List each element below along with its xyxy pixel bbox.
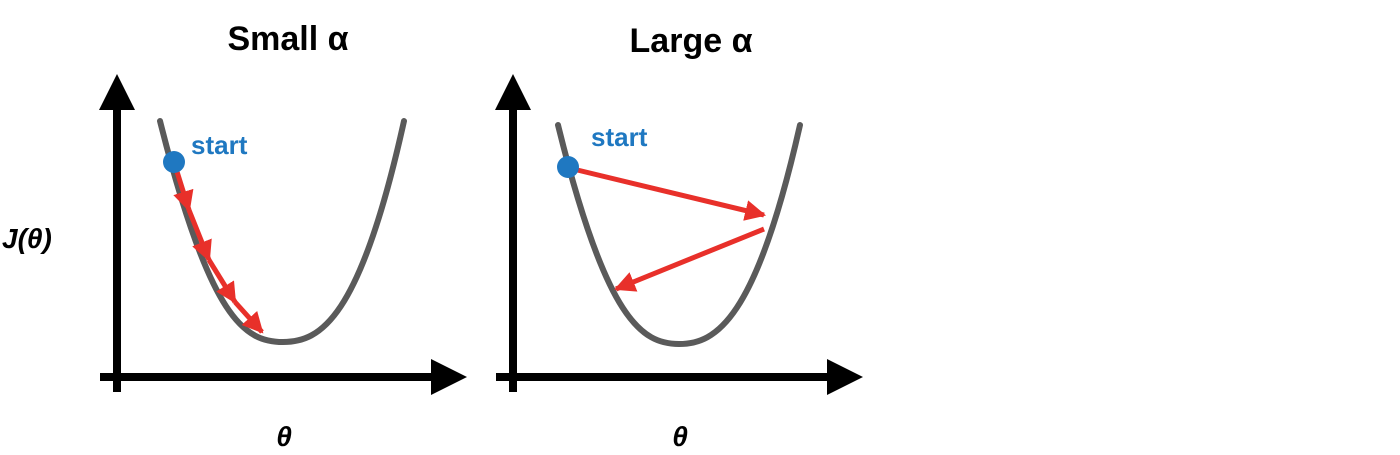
step-arrow	[568, 165, 767, 221]
x-axis-arrowhead	[827, 359, 863, 395]
y-axis-label: J(θ)	[2, 223, 52, 254]
small-steps	[171, 161, 264, 334]
y-axis	[495, 74, 531, 392]
start-point	[163, 151, 185, 173]
x-axis	[100, 359, 467, 395]
cost-curve	[555, 122, 803, 348]
y-axis-arrowhead	[99, 74, 135, 110]
start-label: start	[591, 122, 648, 152]
step-arrow	[206, 258, 238, 304]
x-axis-label: θ	[276, 421, 292, 452]
x-axis-arrowhead	[431, 359, 467, 395]
y-axis-arrowhead	[495, 74, 531, 110]
panel-large-alpha: Large α start θ	[495, 22, 863, 452]
x-axis-label: θ	[672, 421, 688, 452]
step-arrow	[233, 300, 264, 334]
panel-title-small-alpha: Small α	[227, 20, 348, 58]
y-axis	[99, 74, 135, 392]
panel-small-alpha: Small α start θ	[99, 20, 467, 452]
step-arrow	[614, 226, 765, 292]
start-point	[557, 156, 579, 178]
start-label: start	[191, 130, 248, 160]
panel-title-large-alpha: Large α	[630, 22, 753, 60]
large-steps	[568, 165, 767, 292]
step-arrow	[186, 209, 212, 262]
x-axis	[496, 359, 863, 395]
